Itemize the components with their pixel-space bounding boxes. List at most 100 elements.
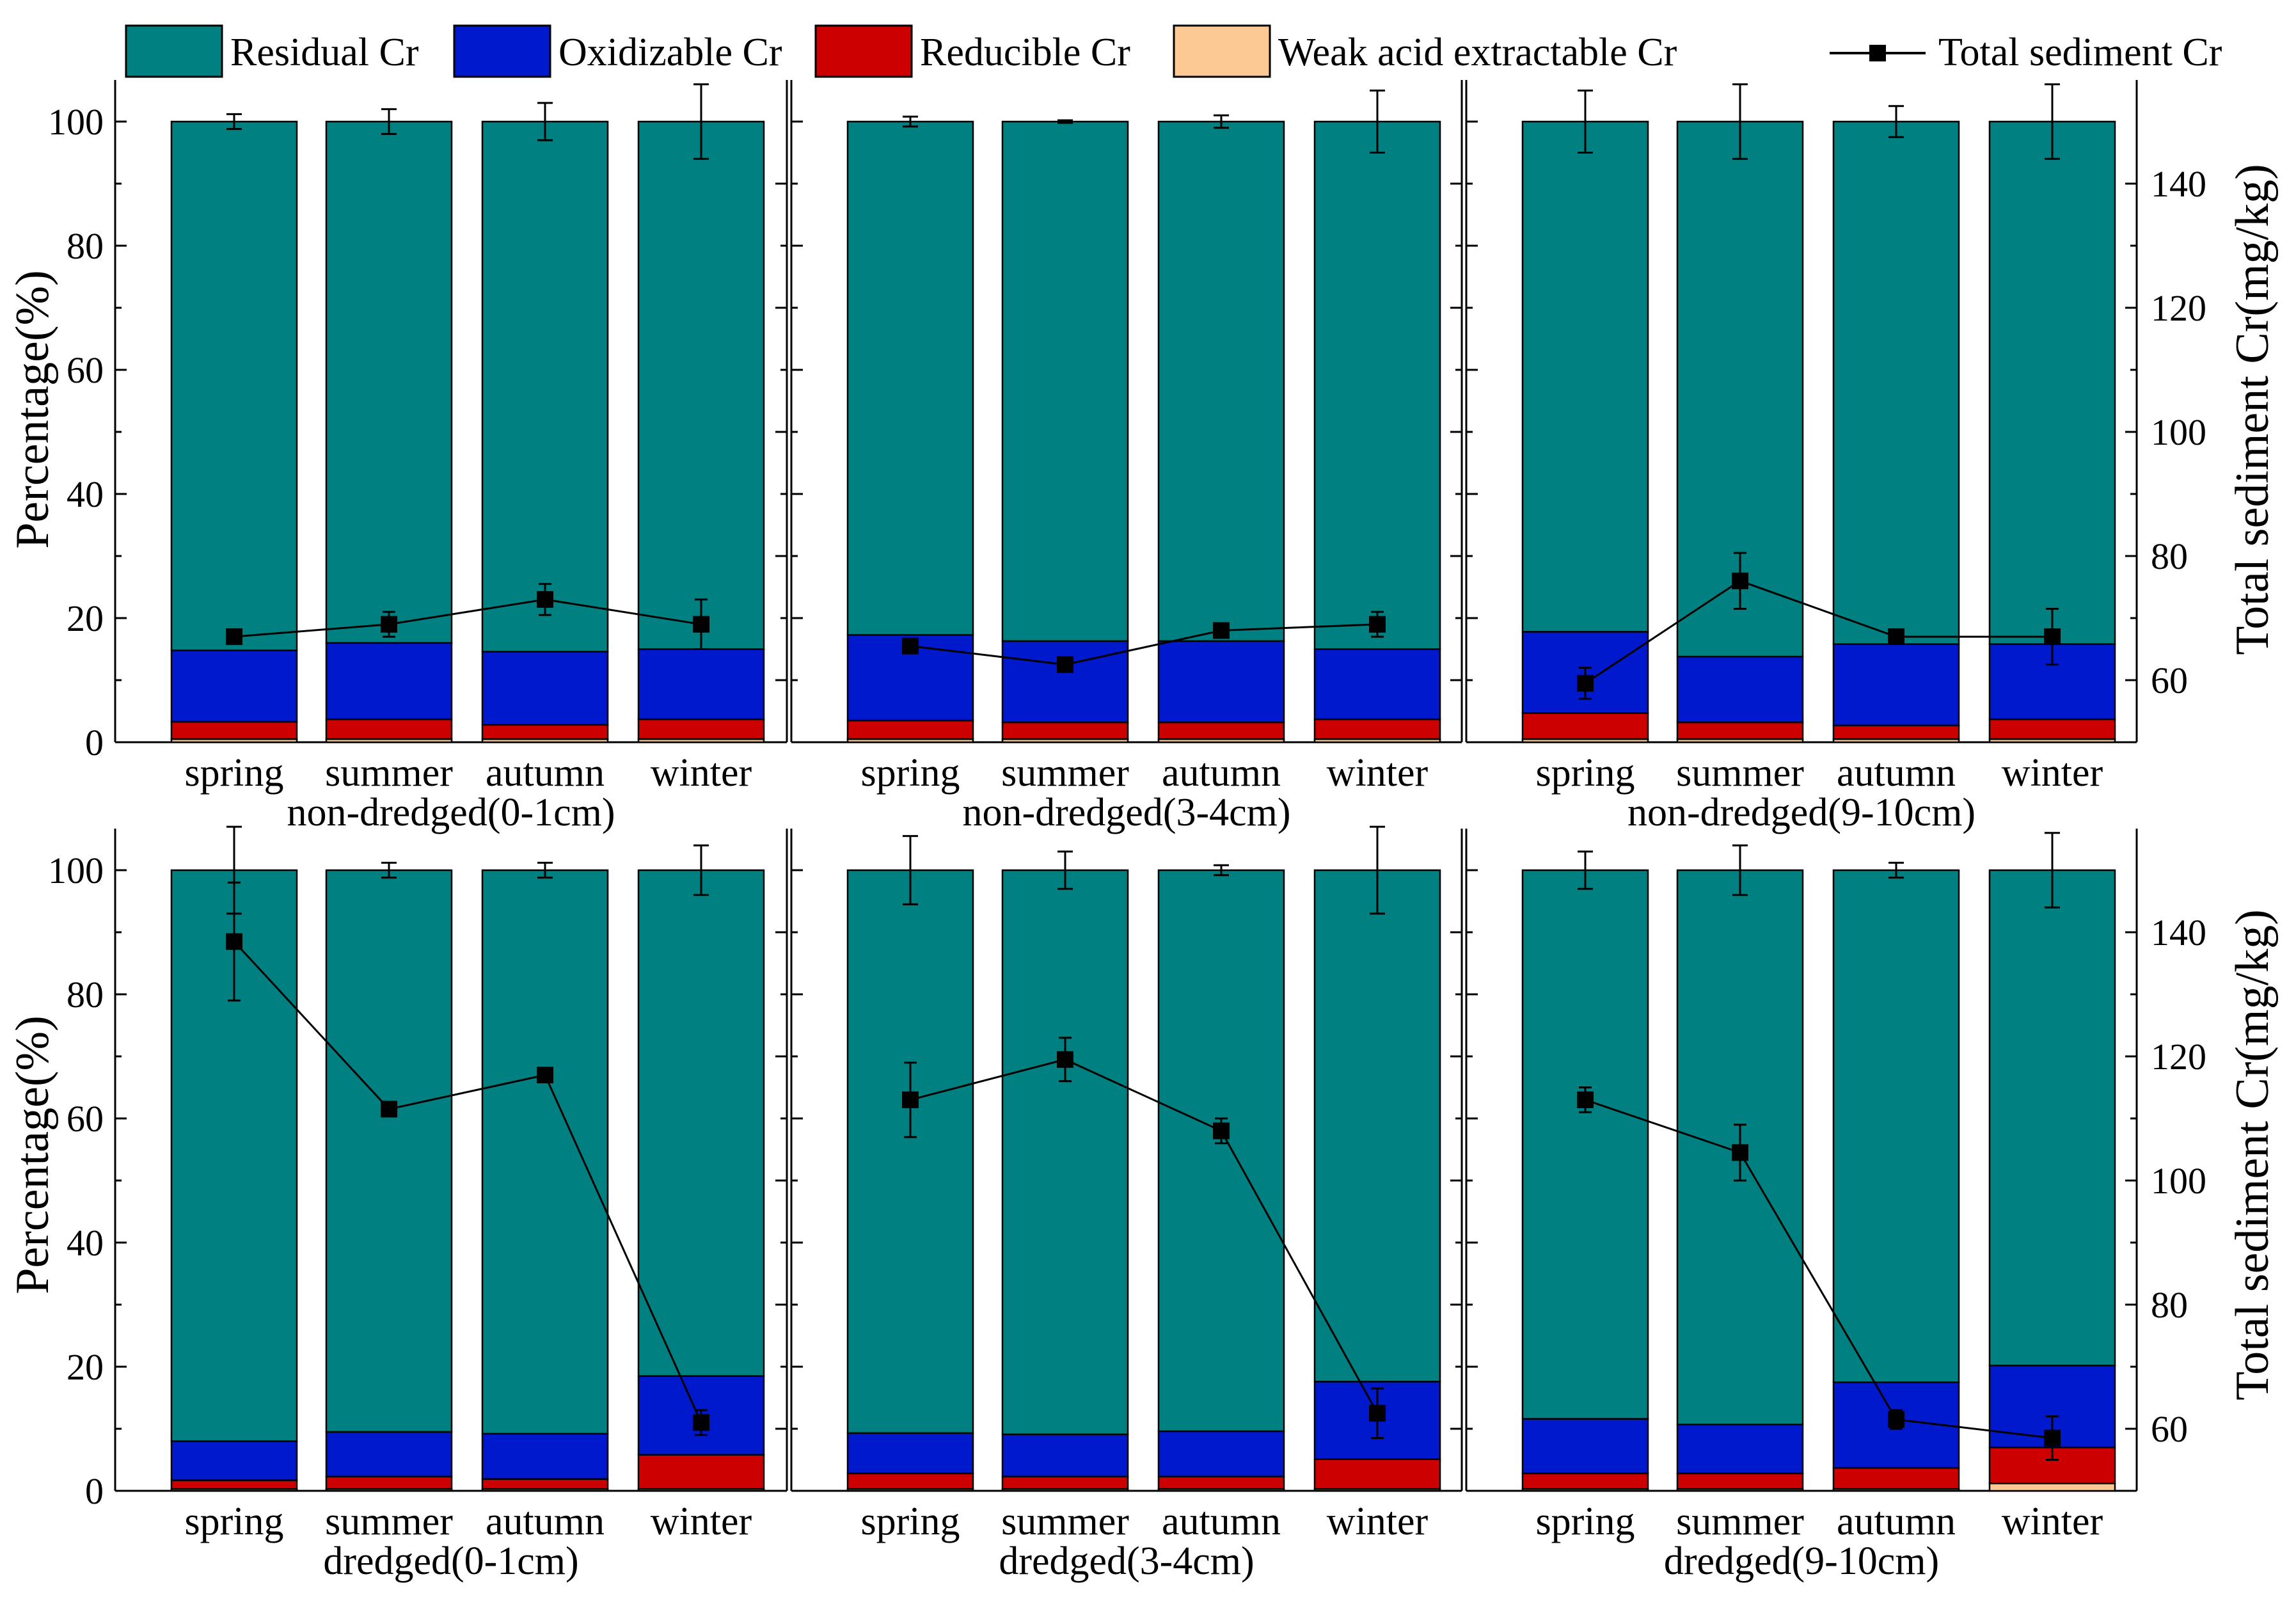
panel-2: 60 80 100 120 140 spring summer autumn winter non… — [1465, 80, 2206, 834]
panel-title: non-dredged(3-4cm) — [962, 791, 1290, 834]
category-label-summer: summer — [1001, 1500, 1129, 1543]
total-point-winter — [1369, 1404, 1386, 1422]
bar-oxidizable-autumn — [1157, 640, 1285, 724]
category-label-autumn: autumn — [1162, 751, 1281, 795]
bar-residual-winter — [637, 869, 765, 1377]
total-point-autumn — [537, 591, 553, 608]
bar-oxidizable-summer — [325, 642, 453, 720]
bar-reducible-summer — [1001, 1475, 1129, 1490]
total-point-spring — [226, 628, 242, 646]
legend-swatch-oxidizable — [453, 24, 551, 78]
category-label-winter: winter — [2002, 1500, 2103, 1543]
bar-oxidizable-summer — [325, 1431, 453, 1477]
bar-reducible-autumn — [481, 724, 609, 740]
right-tick-label: 60 — [2151, 1408, 2188, 1450]
bar-reducible-autumn — [1157, 1475, 1285, 1490]
bar-residual-spring — [1521, 120, 1649, 633]
bar-oxidizable-autumn — [481, 1433, 609, 1480]
bar-reducible-spring — [170, 720, 298, 740]
category-label-summer: summer — [1001, 751, 1129, 795]
total-point-winter — [1369, 616, 1386, 633]
left-tick-label: 80 — [67, 225, 104, 267]
category-label-spring: spring — [861, 751, 960, 795]
right-tick-label: 140 — [2151, 912, 2206, 953]
bar-weak-winter — [1988, 1483, 2116, 1492]
bar-residual-spring — [846, 120, 974, 636]
right-tick-label: 60 — [2151, 660, 2188, 701]
bar-reducible-winter — [1313, 1458, 1441, 1490]
bar-residual-summer — [325, 869, 453, 1433]
bar-reducible-autumn — [1832, 1467, 1960, 1490]
bar-residual-winter — [1988, 869, 2116, 1367]
total-point-autumn — [537, 1067, 553, 1084]
left-tick-label: 0 — [85, 1470, 104, 1512]
bar-oxidizable-summer — [1001, 1433, 1129, 1477]
left-tick-label: 100 — [48, 101, 104, 143]
total-point-winter — [693, 616, 709, 633]
left-tick-label: 40 — [67, 1222, 104, 1264]
left-tick-label: 0 — [85, 722, 104, 763]
left-tick-label: 40 — [67, 473, 104, 515]
legend: Residual Cr Oxidizable Cr Reducible Cr W… — [125, 24, 2222, 78]
category-label-autumn: autumn — [486, 751, 605, 795]
bar-oxidizable-winter — [637, 648, 765, 720]
right-tick-label: 80 — [2151, 1284, 2188, 1326]
total-point-autumn — [1888, 1411, 1904, 1428]
total-point-summer — [1057, 1051, 1073, 1068]
legend-swatch-weak — [1173, 24, 1271, 78]
category-label-summer: summer — [325, 1500, 453, 1543]
bar-oxidizable-summer — [1676, 1423, 1804, 1475]
right-tick-label: 80 — [2151, 536, 2188, 577]
panel-3: 0 20 40 60 80 100 spring summer autumn winter dred… — [48, 825, 788, 1583]
total-point-summer — [381, 616, 397, 633]
bar-reducible-spring — [170, 1479, 298, 1490]
left-tick-label: 20 — [67, 598, 104, 639]
bar-residual-autumn — [1832, 869, 1960, 1383]
bar-oxidizable-autumn — [1832, 643, 1960, 727]
left-tick-label: 100 — [48, 850, 104, 891]
category-label-spring: spring — [1536, 1500, 1635, 1543]
total-point-spring — [902, 637, 919, 655]
bar-oxidizable-autumn — [1157, 1430, 1285, 1477]
bar-reducible-autumn — [1157, 721, 1285, 740]
bar-reducible-summer — [1001, 721, 1129, 740]
left-axis-title-top: Percentage(%) — [6, 270, 59, 549]
left-tick-label: 60 — [67, 1098, 104, 1140]
total-point-winter — [2044, 628, 2061, 646]
total-point-spring — [1577, 674, 1594, 692]
category-label-spring: spring — [861, 1500, 960, 1543]
right-tick-label: 120 — [2151, 287, 2206, 329]
category-label-spring: spring — [185, 751, 284, 795]
bar-reducible-summer — [1676, 721, 1804, 740]
bar-residual-winter — [1988, 120, 2116, 645]
total-line — [1585, 1099, 2053, 1440]
bar-residual-autumn — [1157, 869, 1285, 1433]
left-tick-label: 20 — [67, 1346, 104, 1388]
bar-oxidizable-summer — [1676, 655, 1804, 724]
bar-reducible-winter — [1313, 718, 1441, 740]
category-label-winter: winter — [651, 1500, 752, 1543]
category-label-summer: summer — [1676, 1500, 1804, 1543]
total-line — [233, 941, 702, 1423]
bar-residual-autumn — [1832, 120, 1960, 645]
total-line — [234, 598, 702, 638]
category-label-winter: winter — [651, 751, 752, 795]
total-line — [1585, 580, 2052, 685]
total-point-autumn — [1213, 622, 1230, 639]
bar-reducible-summer — [1676, 1472, 1804, 1490]
bar-reducible-winter — [1988, 718, 2116, 740]
panel-5: 60 80 100 120 140 spring summer autumn winter dre… — [1465, 829, 2206, 1583]
bar-reducible-spring — [1521, 1472, 1649, 1490]
bar-residual-spring — [846, 869, 974, 1435]
panel-title: non-dredged(9-10cm) — [1627, 791, 1975, 834]
bar-residual-spring — [1521, 869, 1649, 1420]
panel-0: 0 20 40 60 80 100 spring summer autumn winter non-… — [48, 80, 788, 834]
right-tick-label: 100 — [2151, 411, 2206, 453]
bar-residual-summer — [1001, 869, 1129, 1435]
right-axis-title-bottom: Total sediment Cr(mg/kg) — [2226, 909, 2279, 1401]
bar-reducible-winter — [637, 1454, 765, 1490]
bar-reducible-winter — [637, 718, 765, 740]
bar-reducible-spring — [846, 719, 974, 740]
right-axis-title-top: Total sediment Cr(mg/kg) — [2226, 164, 2279, 655]
